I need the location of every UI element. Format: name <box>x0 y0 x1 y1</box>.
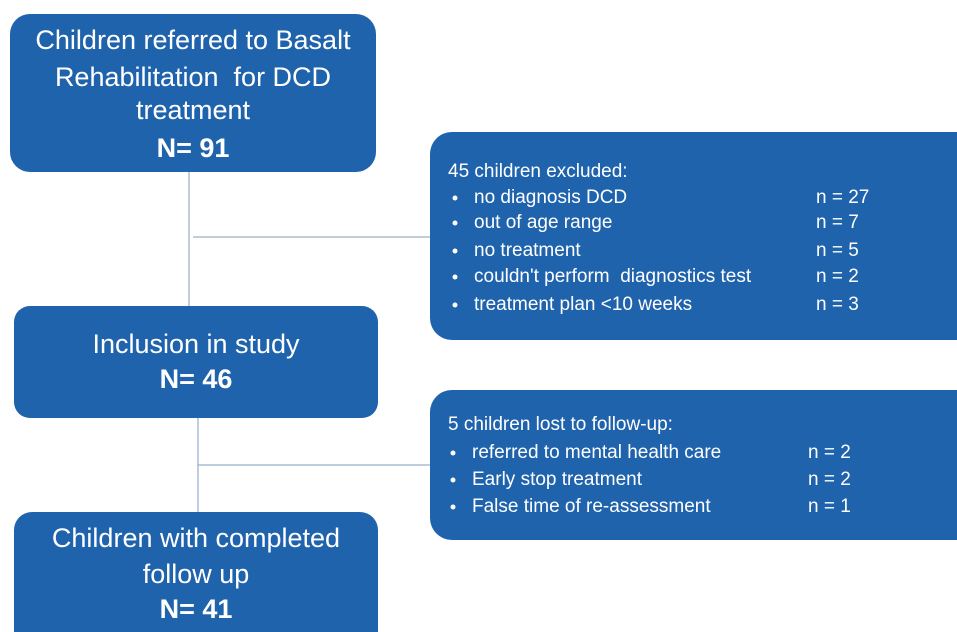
bullet <box>452 220 458 226</box>
exclusion-reason: treatment plan <10 weeks <box>474 294 692 315</box>
bullet <box>452 248 458 254</box>
exclusion-reason: out of age range <box>474 212 612 233</box>
exclusion-reason: False time of re-assessment <box>472 496 711 517</box>
bullet <box>450 450 456 456</box>
exclusion-count: n = 2 <box>816 266 859 287</box>
exclusion-title: 5 children lost to follow-up: <box>448 414 673 435</box>
node-label: Rehabilitation for DCD <box>55 62 331 92</box>
bullet <box>452 302 458 308</box>
node-count: N= 46 <box>160 364 233 394</box>
node-label: Inclusion in study <box>92 329 300 359</box>
bullet <box>452 195 458 201</box>
exclusion-count: n = 3 <box>816 294 859 315</box>
node-label: Children with completed <box>52 523 340 553</box>
exclusion-count: n = 1 <box>808 496 851 517</box>
exclusion-count: n = 5 <box>816 240 859 261</box>
exclusion-count: n = 2 <box>808 469 851 490</box>
node-count: N= 91 <box>157 133 230 163</box>
exclusion-count: n = 2 <box>808 442 851 463</box>
exclusion-box <box>430 390 957 540</box>
node-box <box>14 306 378 418</box>
exclusion-box <box>430 132 957 340</box>
exclusion-title: 45 children excluded: <box>448 161 628 182</box>
bullet <box>450 477 456 483</box>
exclusion-reason: referred to mental health care <box>472 442 721 463</box>
node-label: treatment <box>136 95 251 125</box>
exclusion-count: n = 7 <box>816 212 859 233</box>
exclusion-reason: couldn't perform diagnostics test <box>474 266 752 287</box>
bullet <box>450 504 456 510</box>
exclusion-reason: no treatment <box>474 240 581 261</box>
exclusion-count: n = 27 <box>816 187 869 208</box>
exclusion-reason: no diagnosis DCD <box>474 187 627 208</box>
bullet <box>452 274 458 280</box>
node-label: follow up <box>143 559 250 589</box>
node-box <box>14 512 378 632</box>
node-box <box>10 14 376 172</box>
node-count: N= 41 <box>160 594 233 624</box>
exclusion-reason: Early stop treatment <box>472 469 643 490</box>
node-label: Children referred to Basalt <box>35 25 351 55</box>
